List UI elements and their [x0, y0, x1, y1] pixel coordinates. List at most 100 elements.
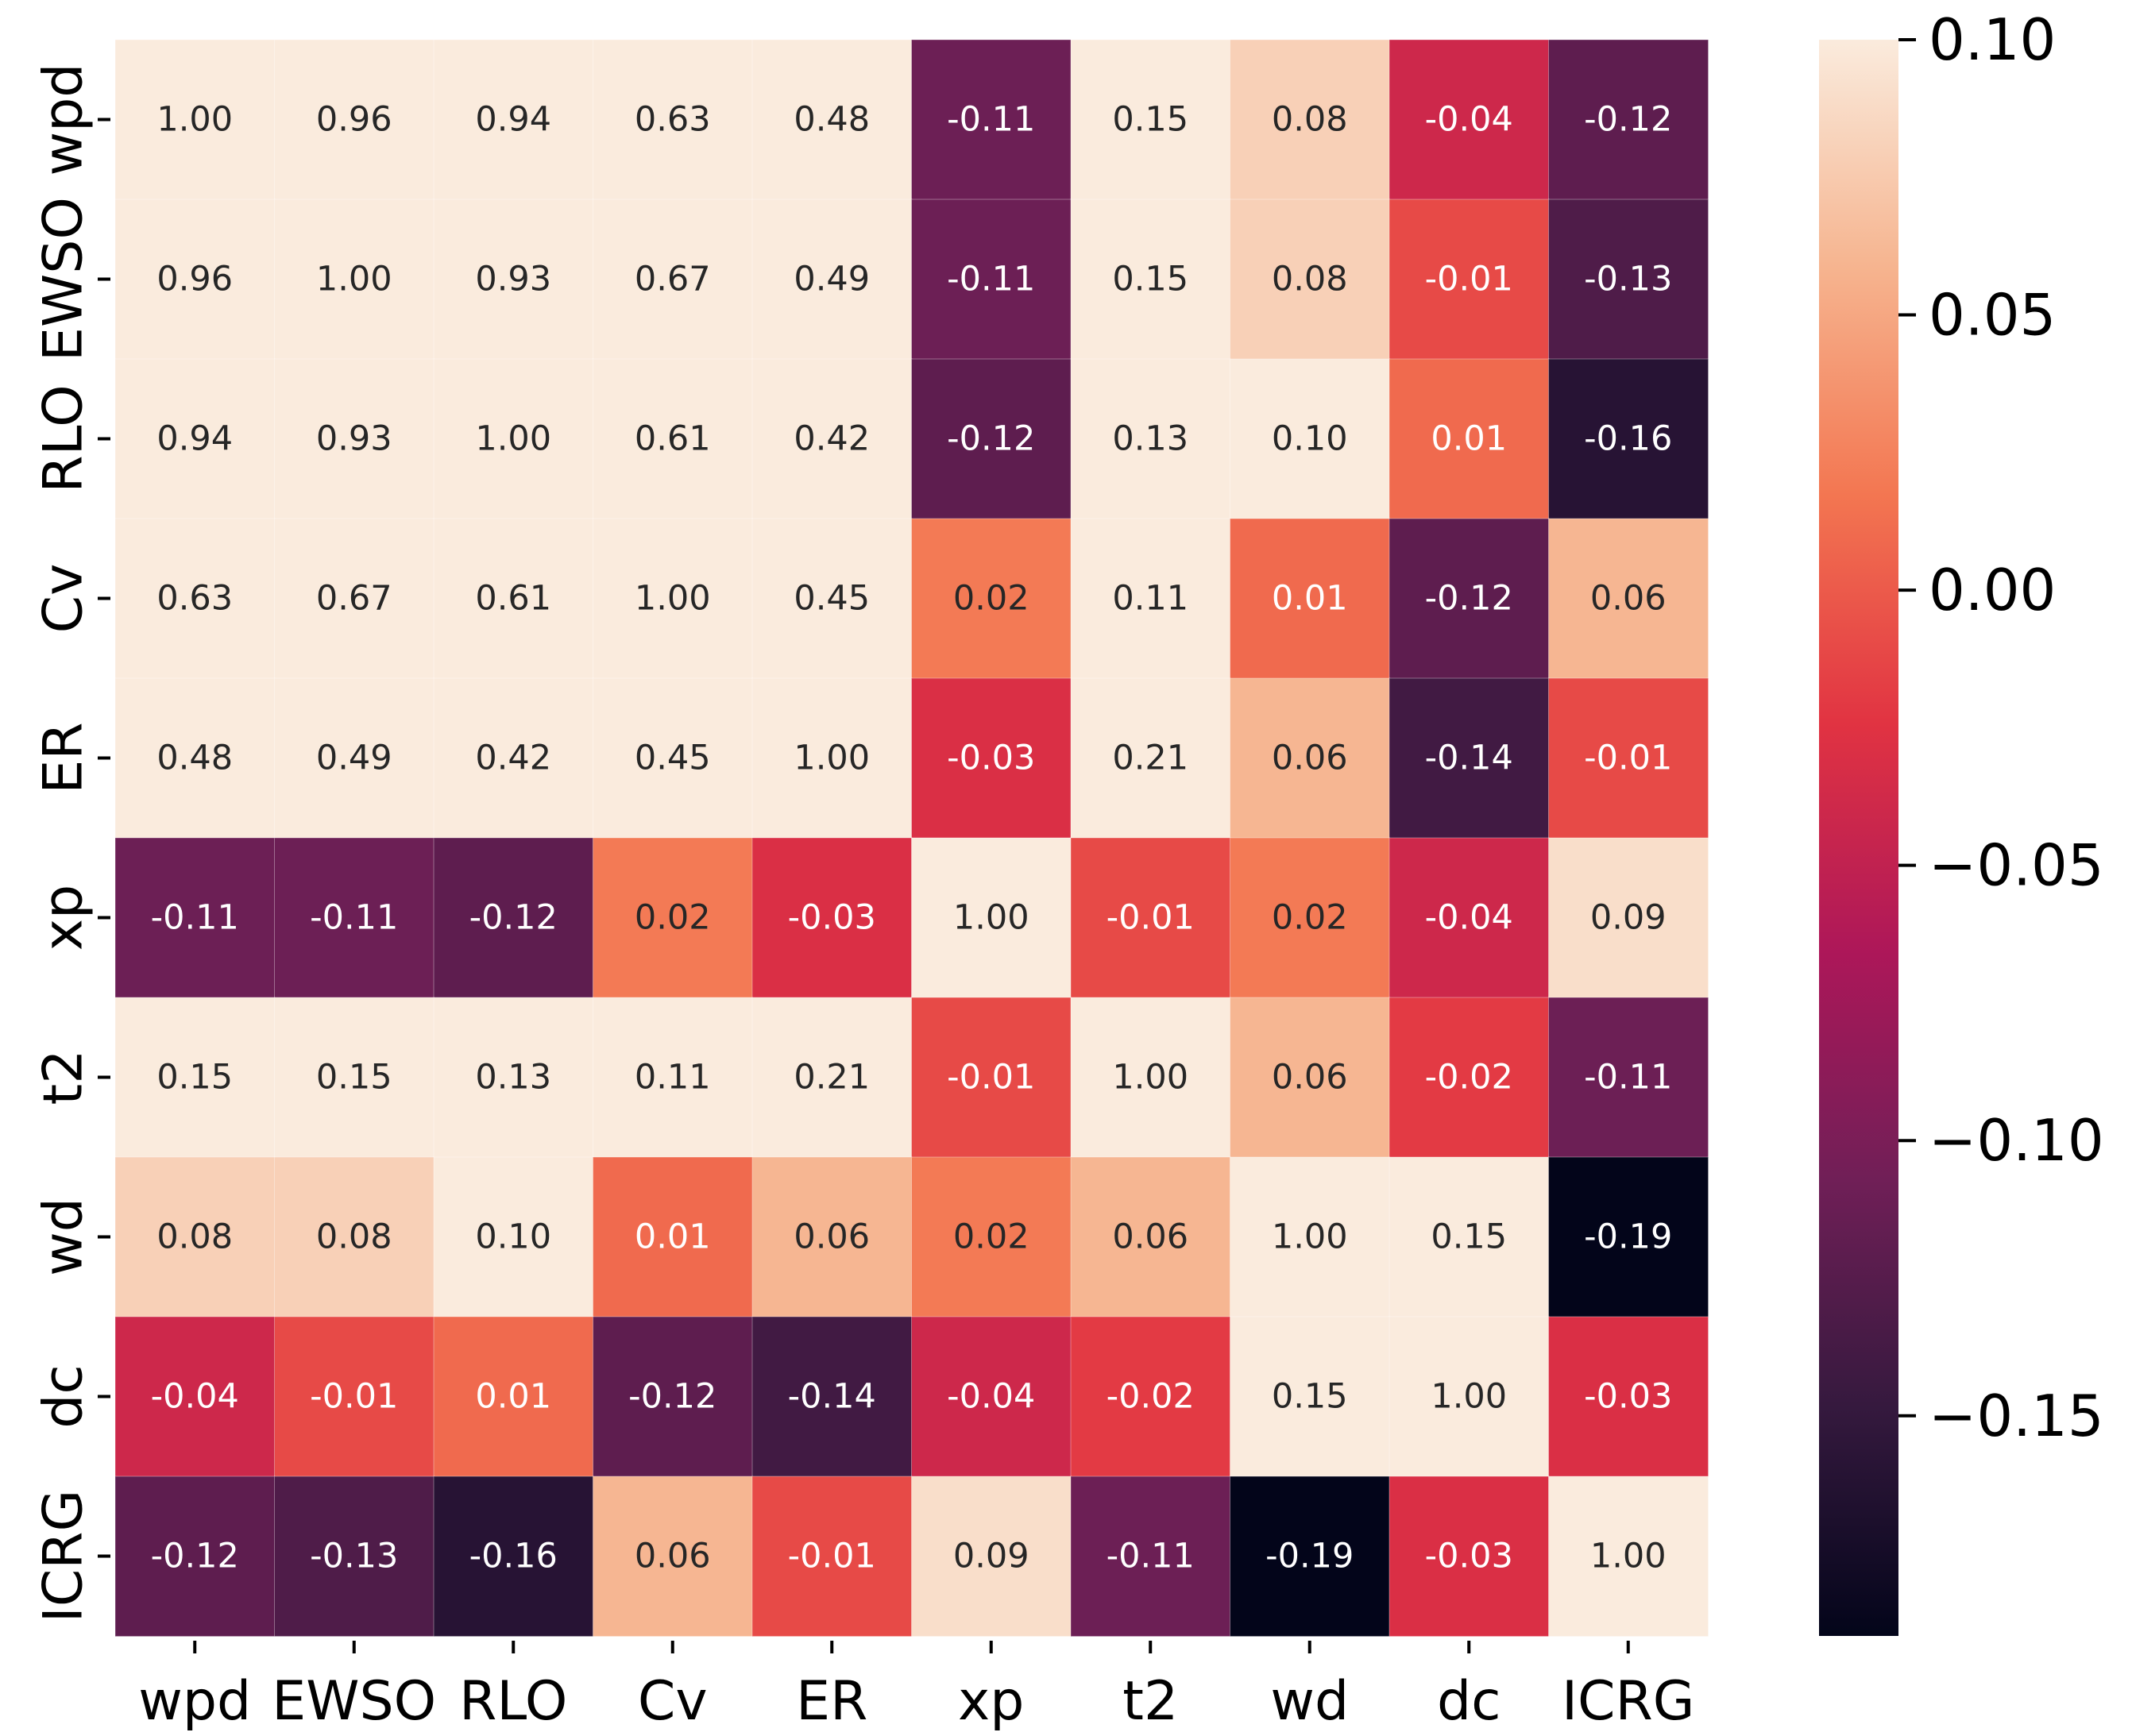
cell-value-wpd-t2: 0.15 — [1112, 100, 1188, 140]
cell-value-xp-Cv: 0.02 — [635, 898, 711, 938]
x-tick-label-xp: xp — [958, 1670, 1024, 1733]
colorbar-tick-label: 0.05 — [1929, 282, 2056, 349]
heatmap-cell-Cv-ER — [751, 518, 913, 680]
heatmap-cell-RLO-ICRG — [1548, 358, 1709, 520]
heatmap-cell-wd-Cv — [593, 1156, 754, 1318]
cell-value-dc-dc: 1.00 — [1431, 1377, 1507, 1417]
cell-value-dc-wpd: -0.04 — [151, 1377, 239, 1417]
cell-value-Cv-Cv: 1.00 — [635, 579, 711, 619]
heatmap-cell-ER-wd — [1230, 677, 1391, 839]
heatmap-cell-RLO-xp — [911, 358, 1072, 520]
y-tick-label-dc: dc — [33, 1364, 95, 1429]
heatmap-cell-Cv-dc — [1389, 518, 1550, 680]
cell-value-RLO-xp: -0.12 — [947, 419, 1035, 459]
heatmap-cell-xp-RLO — [433, 837, 594, 999]
colorbar-tick-label: −0.10 — [1929, 1107, 2104, 1174]
cell-value-xp-ICRG: 0.09 — [1590, 898, 1667, 938]
cell-value-wd-wd: 1.00 — [1272, 1217, 1348, 1257]
y-axis-tick-labels: wpd EWSO RLO Cv ER xp t2 wd dc ICRG — [33, 64, 110, 1622]
heatmap-cell-EWSO-RLO — [433, 199, 594, 361]
cell-value-Cv-ICRG: 0.06 — [1590, 579, 1667, 619]
heatmap-cell-dc-xp — [911, 1316, 1072, 1478]
heatmap-cell-Cv-xp — [911, 518, 1072, 680]
cell-value-t2-xp: -0.01 — [947, 1058, 1035, 1098]
heatmap-cell-EWSO-Cv — [593, 199, 754, 361]
heatmap-cell-xp-Cv — [593, 837, 754, 999]
heatmap-cell-RLO-wpd — [114, 358, 276, 520]
colorbar-tick-label: −0.15 — [1929, 1383, 2104, 1449]
heatmap-cell-wpd-ICRG — [1548, 39, 1709, 201]
cell-value-RLO-ICRG: -0.16 — [1584, 419, 1672, 459]
heatmap-cell-Cv-t2 — [1070, 518, 1231, 680]
cell-value-ICRG-dc: -0.03 — [1425, 1537, 1513, 1576]
cell-value-Cv-wpd: 0.63 — [156, 579, 233, 619]
cell-value-wpd-wd: 0.08 — [1272, 100, 1348, 140]
cell-value-t2-ER: 0.21 — [794, 1058, 870, 1098]
heatmap-cell-RLO-RLO — [433, 358, 594, 520]
heatmap-cell-t2-t2 — [1070, 997, 1231, 1159]
heatmap-cell-dc-Cv — [593, 1316, 754, 1478]
y-tick-label-wpd: wpd — [33, 64, 95, 176]
heatmap-cell-xp-xp — [911, 837, 1072, 999]
cell-value-RLO-t2: 0.13 — [1112, 419, 1188, 459]
heatmap-cell-wpd-RLO — [433, 39, 594, 201]
cell-value-wd-wpd: 0.08 — [156, 1217, 233, 1257]
cell-value-dc-ER: -0.14 — [788, 1377, 876, 1417]
cell-value-dc-RLO: 0.01 — [475, 1377, 551, 1417]
heatmap-cells: 1.00 0.96 0.94 0.63 0.48 -0.11 0.15 0.08 -0.04 -0… — [114, 39, 1709, 1638]
heatmap-cell-t2-wd — [1230, 997, 1391, 1159]
cell-value-wpd-ICRG: -0.12 — [1584, 100, 1672, 140]
heatmap-cell-EWSO-ICRG — [1548, 199, 1709, 361]
y-tick-label-xp: xp — [33, 885, 95, 951]
cell-value-ICRG-wd: -0.19 — [1265, 1537, 1354, 1576]
heatmap-cell-Cv-Cv — [593, 518, 754, 680]
heatmap-cell-dc-EWSO — [274, 1316, 435, 1478]
cell-value-EWSO-wd: 0.08 — [1272, 260, 1348, 299]
cell-value-EWSO-ICRG: -0.13 — [1584, 260, 1672, 299]
heatmap-cell-ICRG-EWSO — [274, 1476, 435, 1638]
heatmap-cell-ER-dc — [1389, 677, 1550, 839]
heatmap-cell-dc-ICRG — [1548, 1316, 1709, 1478]
cell-value-wd-RLO: 0.10 — [475, 1217, 551, 1257]
colorbar-tick-label: −0.05 — [1929, 832, 2104, 899]
y-tick-label-ICRG: ICRG — [33, 1490, 95, 1622]
cell-value-wd-Cv: 0.01 — [635, 1217, 711, 1257]
cell-value-RLO-ER: 0.42 — [794, 419, 870, 459]
heatmap-cell-wd-xp — [911, 1156, 1072, 1318]
heatmap-cell-dc-t2 — [1070, 1316, 1231, 1478]
heatmap-cell-ICRG-ER — [751, 1476, 913, 1638]
heatmap-cell-ICRG-t2 — [1070, 1476, 1231, 1638]
cell-value-t2-dc: -0.02 — [1425, 1058, 1513, 1098]
heatmap-cell-xp-t2 — [1070, 837, 1231, 999]
cell-value-RLO-wd: 0.10 — [1272, 419, 1348, 459]
cell-value-xp-wd: 0.02 — [1272, 898, 1348, 938]
x-tick-label-ER: ER — [796, 1670, 867, 1733]
x-tick-label-ICRG: ICRG — [1562, 1670, 1694, 1733]
colorbar-gradient — [1819, 40, 1898, 1636]
cell-value-dc-ICRG: -0.03 — [1584, 1377, 1672, 1417]
heatmap-cell-EWSO-dc — [1389, 199, 1550, 361]
cell-value-t2-EWSO: 0.15 — [316, 1058, 392, 1098]
cell-value-ER-EWSO: 0.49 — [316, 739, 392, 778]
cell-value-xp-ER: -0.03 — [788, 898, 876, 938]
cell-value-Cv-wd: 0.01 — [1272, 579, 1348, 619]
heatmap-cell-ICRG-xp — [911, 1476, 1072, 1638]
x-tick-label-dc: dc — [1437, 1670, 1501, 1733]
heatmap-cell-ICRG-Cv — [593, 1476, 754, 1638]
cell-value-dc-Cv: -0.12 — [628, 1377, 716, 1417]
cell-value-wd-xp: 0.02 — [953, 1217, 1029, 1257]
cell-value-EWSO-RLO: 0.93 — [475, 260, 551, 299]
heatmap-cell-RLO-dc — [1389, 358, 1550, 520]
cell-value-ER-t2: 0.21 — [1112, 739, 1188, 778]
cell-value-ICRG-wpd: -0.12 — [151, 1537, 239, 1576]
heatmap-cell-ER-Cv — [593, 677, 754, 839]
cell-value-ICRG-ICRG: 1.00 — [1590, 1537, 1667, 1576]
heatmap-cell-EWSO-EWSO — [274, 199, 435, 361]
cell-value-xp-EWSO: -0.11 — [310, 898, 398, 938]
heatmap-cell-wd-wpd — [114, 1156, 276, 1318]
heatmap-cell-dc-ER — [751, 1316, 913, 1478]
heatmap-cell-wd-ICRG — [1548, 1156, 1709, 1318]
heatmap-cell-wpd-t2 — [1070, 39, 1231, 201]
heatmap-cell-Cv-ICRG — [1548, 518, 1709, 680]
heatmap-cell-ER-ER — [751, 677, 913, 839]
